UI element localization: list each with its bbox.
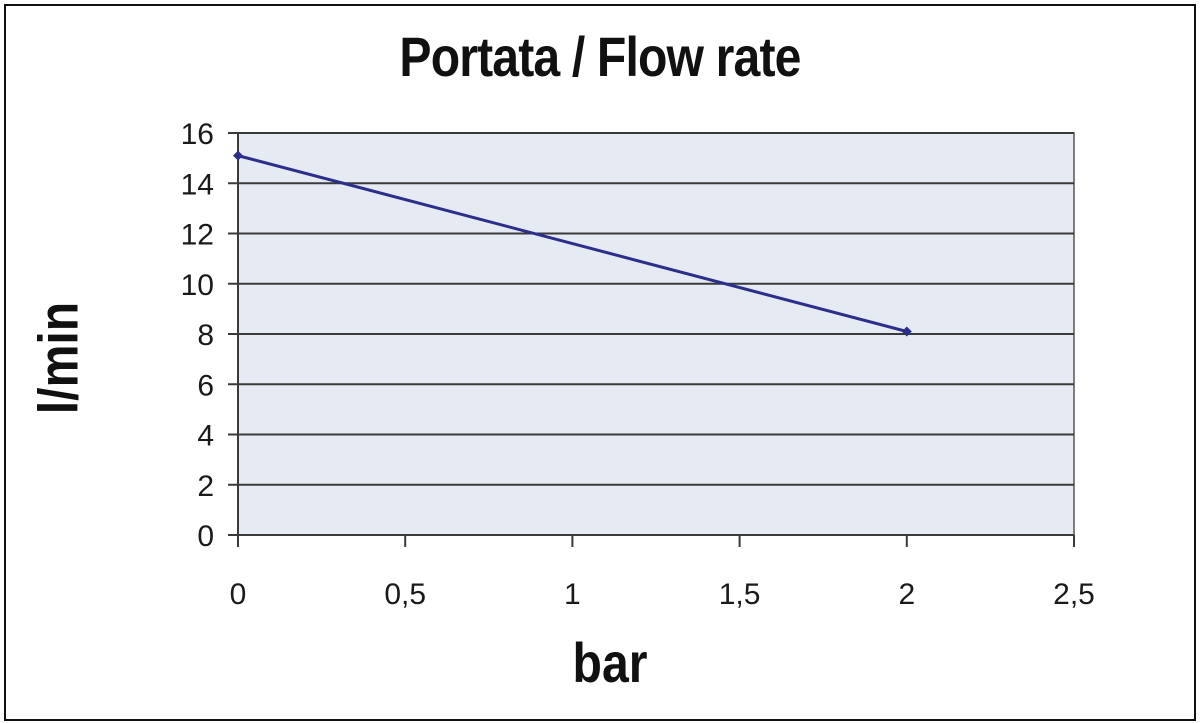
chart-title: Portata / Flow rate — [399, 25, 801, 88]
y-axis-ticks: 0 2 4 6 8 10 12 14 16 — [181, 118, 238, 553]
data-point — [233, 150, 243, 161]
x-tick-label: 0 — [230, 578, 247, 611]
y-tick-label: 8 — [197, 319, 214, 352]
y-tick-label: 4 — [197, 420, 214, 453]
data-point — [901, 326, 912, 337]
x-tick-label: 1,5 — [719, 578, 761, 611]
x-tick-label: 2 — [898, 578, 915, 611]
x-tick-label: 0,5 — [384, 578, 426, 611]
series-line — [237, 154, 908, 333]
y-tick-label: 6 — [197, 369, 214, 402]
y-tick-label: 0 — [197, 520, 214, 553]
x-tick-label: 1 — [564, 578, 581, 611]
y-tick-label: 10 — [181, 269, 214, 302]
y-tick-label: 12 — [181, 219, 214, 252]
x-axis-ticks: 0 0,5 1 1,5 2 2,5 — [230, 535, 1095, 611]
series-layer — [233, 150, 912, 337]
y-tick-label: 14 — [181, 168, 214, 201]
x-tick-label: 2,5 — [1053, 578, 1095, 611]
x-axis-label: bar — [572, 631, 648, 694]
y-tick-label: 2 — [197, 470, 214, 503]
y-tick-label: 16 — [181, 118, 214, 151]
